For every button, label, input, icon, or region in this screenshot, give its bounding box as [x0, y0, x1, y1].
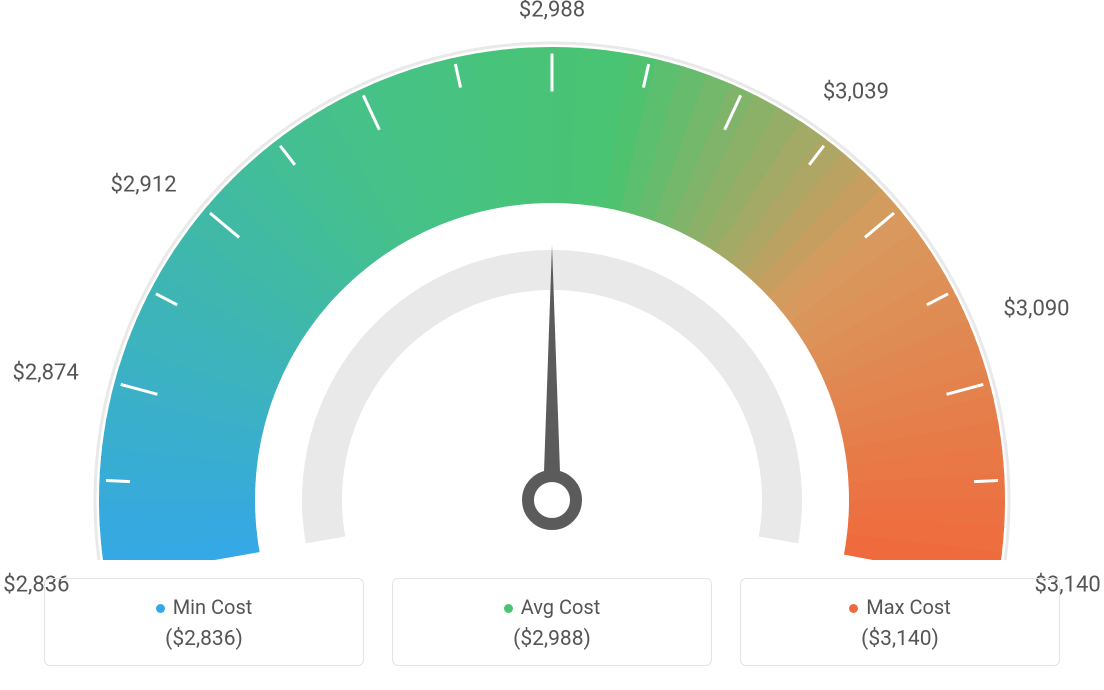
legend-avg-title-text: Avg Cost: [521, 595, 601, 619]
gauge-tick-label: $2,988: [519, 0, 585, 23]
legend-min-title: Min Cost: [45, 595, 363, 619]
gauge-tick-label: $2,874: [13, 361, 79, 386]
legend-avg-value: ($2,988): [393, 627, 711, 651]
legend-row: Min Cost ($2,836) Avg Cost ($2,988) Max …: [44, 578, 1060, 666]
gauge-tick-label: $2,912: [110, 173, 176, 198]
dot-icon: [849, 604, 858, 613]
gauge-chart: $2,836$2,874$2,912$2,988$3,039$3,090$3,1…: [22, 0, 1082, 560]
dot-icon: [504, 604, 513, 613]
gauge-tick-label: $3,039: [823, 79, 889, 104]
legend-max-value: ($3,140): [741, 627, 1059, 651]
gauge-tick-label: $3,090: [1003, 297, 1069, 322]
legend-max-title-text: Max Cost: [866, 595, 951, 619]
legend-min-value: ($2,836): [45, 627, 363, 651]
legend-min-title-text: Min Cost: [173, 595, 253, 619]
legend-min: Min Cost ($2,836): [44, 578, 364, 666]
legend-max: Max Cost ($3,140): [740, 578, 1060, 666]
legend-avg: Avg Cost ($2,988): [392, 578, 712, 666]
legend-avg-title: Avg Cost: [393, 595, 711, 619]
legend-max-title: Max Cost: [741, 595, 1059, 619]
dot-icon: [156, 604, 165, 613]
